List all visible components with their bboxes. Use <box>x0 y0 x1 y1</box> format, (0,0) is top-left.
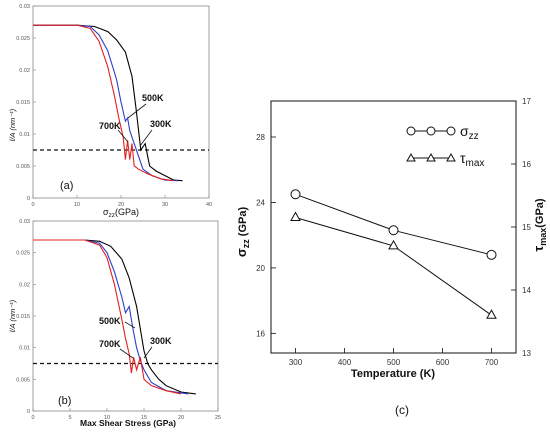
series-line-500k <box>33 24 179 182</box>
y-tick-label: 0.015 <box>16 314 30 320</box>
y-tick-label: 0.01 <box>19 346 30 352</box>
annotation-700k: 700K <box>99 339 121 349</box>
series-line-700k <box>33 239 182 395</box>
y-tick-label-left: 16 <box>256 329 265 338</box>
x-tick-label: 600 <box>436 358 450 367</box>
annotation-300k: 300K <box>150 119 172 129</box>
annotation-arrow <box>117 129 129 143</box>
panel-label: (c) <box>395 403 409 417</box>
x-tick-label: 400 <box>338 358 352 367</box>
x-tick-label: 40 <box>206 202 212 208</box>
y-tick-label: 0.03 <box>19 219 30 225</box>
annotation-arrow <box>124 321 136 329</box>
x-axis-label: σzz(GPa) <box>103 207 139 219</box>
series-lines <box>33 239 218 395</box>
x-tick-label: 500 <box>387 358 401 367</box>
y-axis-label: l/A (nm⁻¹) <box>8 108 17 141</box>
x-tick-label: 0 <box>31 415 34 421</box>
legend-marker-circle <box>426 126 436 136</box>
legend-marker-triangle <box>406 152 416 162</box>
x-tick-label: 0 <box>31 202 34 208</box>
y-tick-label-right: 16 <box>522 160 531 169</box>
data-point-tau <box>290 211 301 222</box>
x-tick-label: 300 <box>289 358 303 367</box>
y-tick-label-left: 28 <box>256 133 265 142</box>
x-tick-label: 700 <box>485 358 499 367</box>
y-tick-label-left: 20 <box>256 264 265 273</box>
chart-panel-a: 0 0.005 0.01 0.015 0.02 0.025 0.03 0 10 20 30 40 l… <box>8 4 212 219</box>
annotation-500k: 500K <box>142 93 164 103</box>
y-tick-labels-right: 13 14 15 16 17 <box>511 97 531 358</box>
x-tick-label: 30 <box>162 202 168 208</box>
y-tick-label-right: 15 <box>522 223 531 232</box>
legend: σzz τmax <box>406 123 484 169</box>
annotation-arrow <box>119 348 134 359</box>
series-lines <box>290 189 497 319</box>
chart-panel-c: 16 20 24 28 13 14 15 16 17 300 400 500 600 700 σzz … <box>234 97 548 417</box>
y-tick-label: 0 <box>27 196 30 202</box>
y-tick-label: 0.005 <box>16 164 30 170</box>
series-line-300k <box>33 239 196 395</box>
y-tick-label: 0.015 <box>16 100 30 106</box>
y-tick-label-right: 13 <box>522 349 531 358</box>
x-tick-label: 10 <box>74 202 80 208</box>
series-line-700k <box>33 24 174 182</box>
annotation-300k: 300K <box>150 336 172 346</box>
y-tick-label: 0.02 <box>19 68 30 74</box>
x-tick-label: 15 <box>141 415 147 421</box>
legend-marker-circle <box>406 126 416 136</box>
annotation-700k: 700K <box>99 121 121 131</box>
data-point-tau <box>388 239 399 250</box>
y-axis-label-right: τmax(GPa) <box>531 198 548 252</box>
x-axis-label: Temperature (K) <box>351 368 435 380</box>
y-tick-label: 0.01 <box>19 132 30 138</box>
series-lines <box>33 24 209 182</box>
legend-marker-circle <box>446 126 456 136</box>
data-point-sigma <box>290 189 301 200</box>
y-tick-label-left: 24 <box>256 198 265 207</box>
panel-label: (a) <box>60 180 73 192</box>
y-axis-label: l/A (nm⁻¹) <box>8 299 17 332</box>
panel-label: (b) <box>58 395 71 407</box>
legend-label-tau: τmax <box>460 150 484 169</box>
x-tick-label: 20 <box>118 202 124 208</box>
y-tick-labels: 0 0.005 0.01 0.015 0.02 0.025 0.03 <box>16 4 36 202</box>
x-tick-label: 20 <box>178 415 184 421</box>
y-tick-label: 0 <box>27 409 30 415</box>
data-point-sigma <box>486 249 497 260</box>
annotation-arrow <box>143 346 153 359</box>
series-line-500k <box>33 239 189 395</box>
x-axis-label: Max Shear Stress (GPa) <box>80 418 176 428</box>
annotation-arrow <box>139 129 153 147</box>
x-tick-labels: 300 400 500 600 700 <box>289 348 499 367</box>
annotation-arrow <box>127 103 147 119</box>
y-tick-labels-left: 16 20 24 28 <box>256 133 276 338</box>
annotation-500k: 500K <box>99 316 121 326</box>
y-axis-label-left: σzz (GPa) <box>234 207 251 258</box>
legend-label-sigma: σzz <box>460 123 479 142</box>
y-tick-label: 0.02 <box>19 282 30 288</box>
y-tick-label: 0.025 <box>16 251 30 257</box>
plot-frame <box>32 220 219 412</box>
data-point-sigma <box>388 225 399 236</box>
y-tick-labels: 0 0.005 0.01 0.015 0.02 0.025 0.03 <box>16 219 36 415</box>
x-tick-labels: 0 5 10 15 20 25 <box>31 408 221 421</box>
y-tick-label: 0.005 <box>16 377 30 383</box>
y-tick-label: 0.03 <box>19 4 30 10</box>
y-tick-label-right: 17 <box>522 97 531 106</box>
data-point-tau <box>486 309 497 319</box>
legend-marker-triangle <box>446 152 456 162</box>
legend-marker-triangle <box>426 152 436 162</box>
y-tick-label-right: 14 <box>522 286 531 295</box>
x-tick-label: 10 <box>104 415 110 421</box>
y-tick-label: 0.025 <box>16 36 30 42</box>
x-tick-label: 5 <box>68 415 71 421</box>
x-tick-labels: 0 10 20 30 40 <box>31 195 212 208</box>
x-tick-label: 25 <box>215 415 221 421</box>
